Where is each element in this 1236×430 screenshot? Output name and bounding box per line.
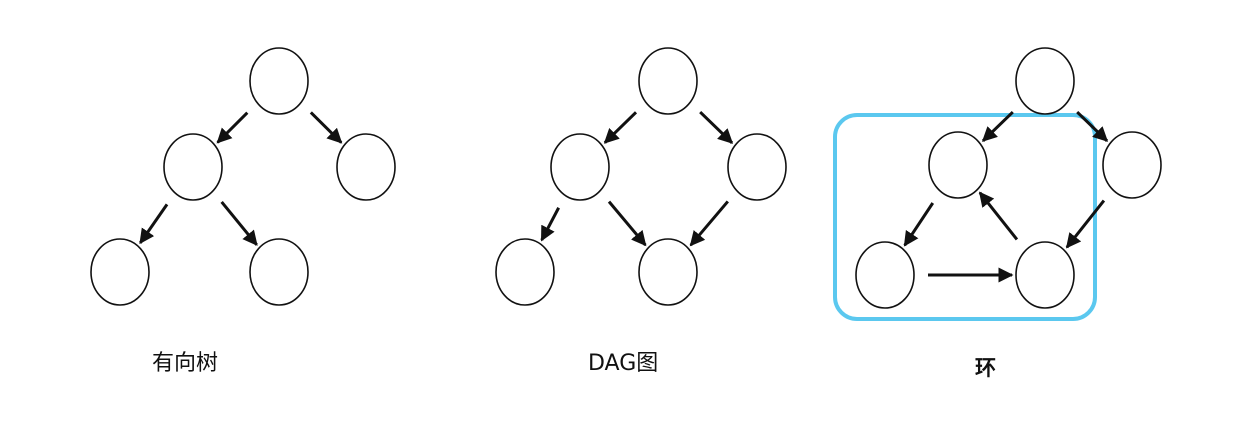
edge-arrow-d0-d1 — [603, 111, 638, 144]
graph-node-c1 — [928, 131, 988, 199]
graph-node-t4 — [249, 238, 309, 306]
caption-directed-tree: 有向树 — [152, 351, 219, 376]
edge-arrow-d2-d4 — [689, 200, 729, 247]
edge-arrow-c1-c3 — [903, 202, 935, 247]
graph-node-c0 — [1015, 47, 1075, 115]
graph-node-t3 — [90, 238, 150, 306]
graph-node-t0 — [249, 47, 309, 115]
cycle-highlight-box — [833, 113, 1097, 321]
edge-arrow-t1-t3 — [139, 203, 169, 245]
edge-arrow-t0-t2 — [309, 111, 343, 144]
graph-node-c2 — [1102, 131, 1162, 199]
graph-node-c4 — [1015, 241, 1075, 309]
graph-node-d1 — [550, 133, 610, 201]
edge-arrow-t0-t1 — [216, 111, 249, 144]
edge-arrow-c0-c2 — [1076, 110, 1109, 142]
edge-arrow-d0-d2 — [699, 111, 734, 144]
edge-arrow-d1-d3 — [540, 207, 560, 242]
caption-dag: DAG图 — [588, 351, 659, 376]
caption-cycle: 环 — [975, 356, 996, 380]
edge-arrow-c2-c4 — [1065, 199, 1106, 249]
graph-node-c3 — [855, 241, 915, 309]
edge-arrow-c0-c1 — [981, 110, 1014, 142]
graph-node-t2 — [336, 133, 396, 201]
graph-node-d4 — [638, 238, 698, 306]
edge-arrow-c4-c1 — [978, 191, 1019, 241]
graph-node-d3 — [495, 238, 555, 306]
edge-arrow-t1-t4 — [220, 201, 258, 246]
graph-node-d2 — [727, 133, 787, 201]
graph-node-d0 — [638, 47, 698, 115]
graph-node-t1 — [163, 133, 223, 201]
edge-arrow-d1-d4 — [607, 200, 647, 247]
